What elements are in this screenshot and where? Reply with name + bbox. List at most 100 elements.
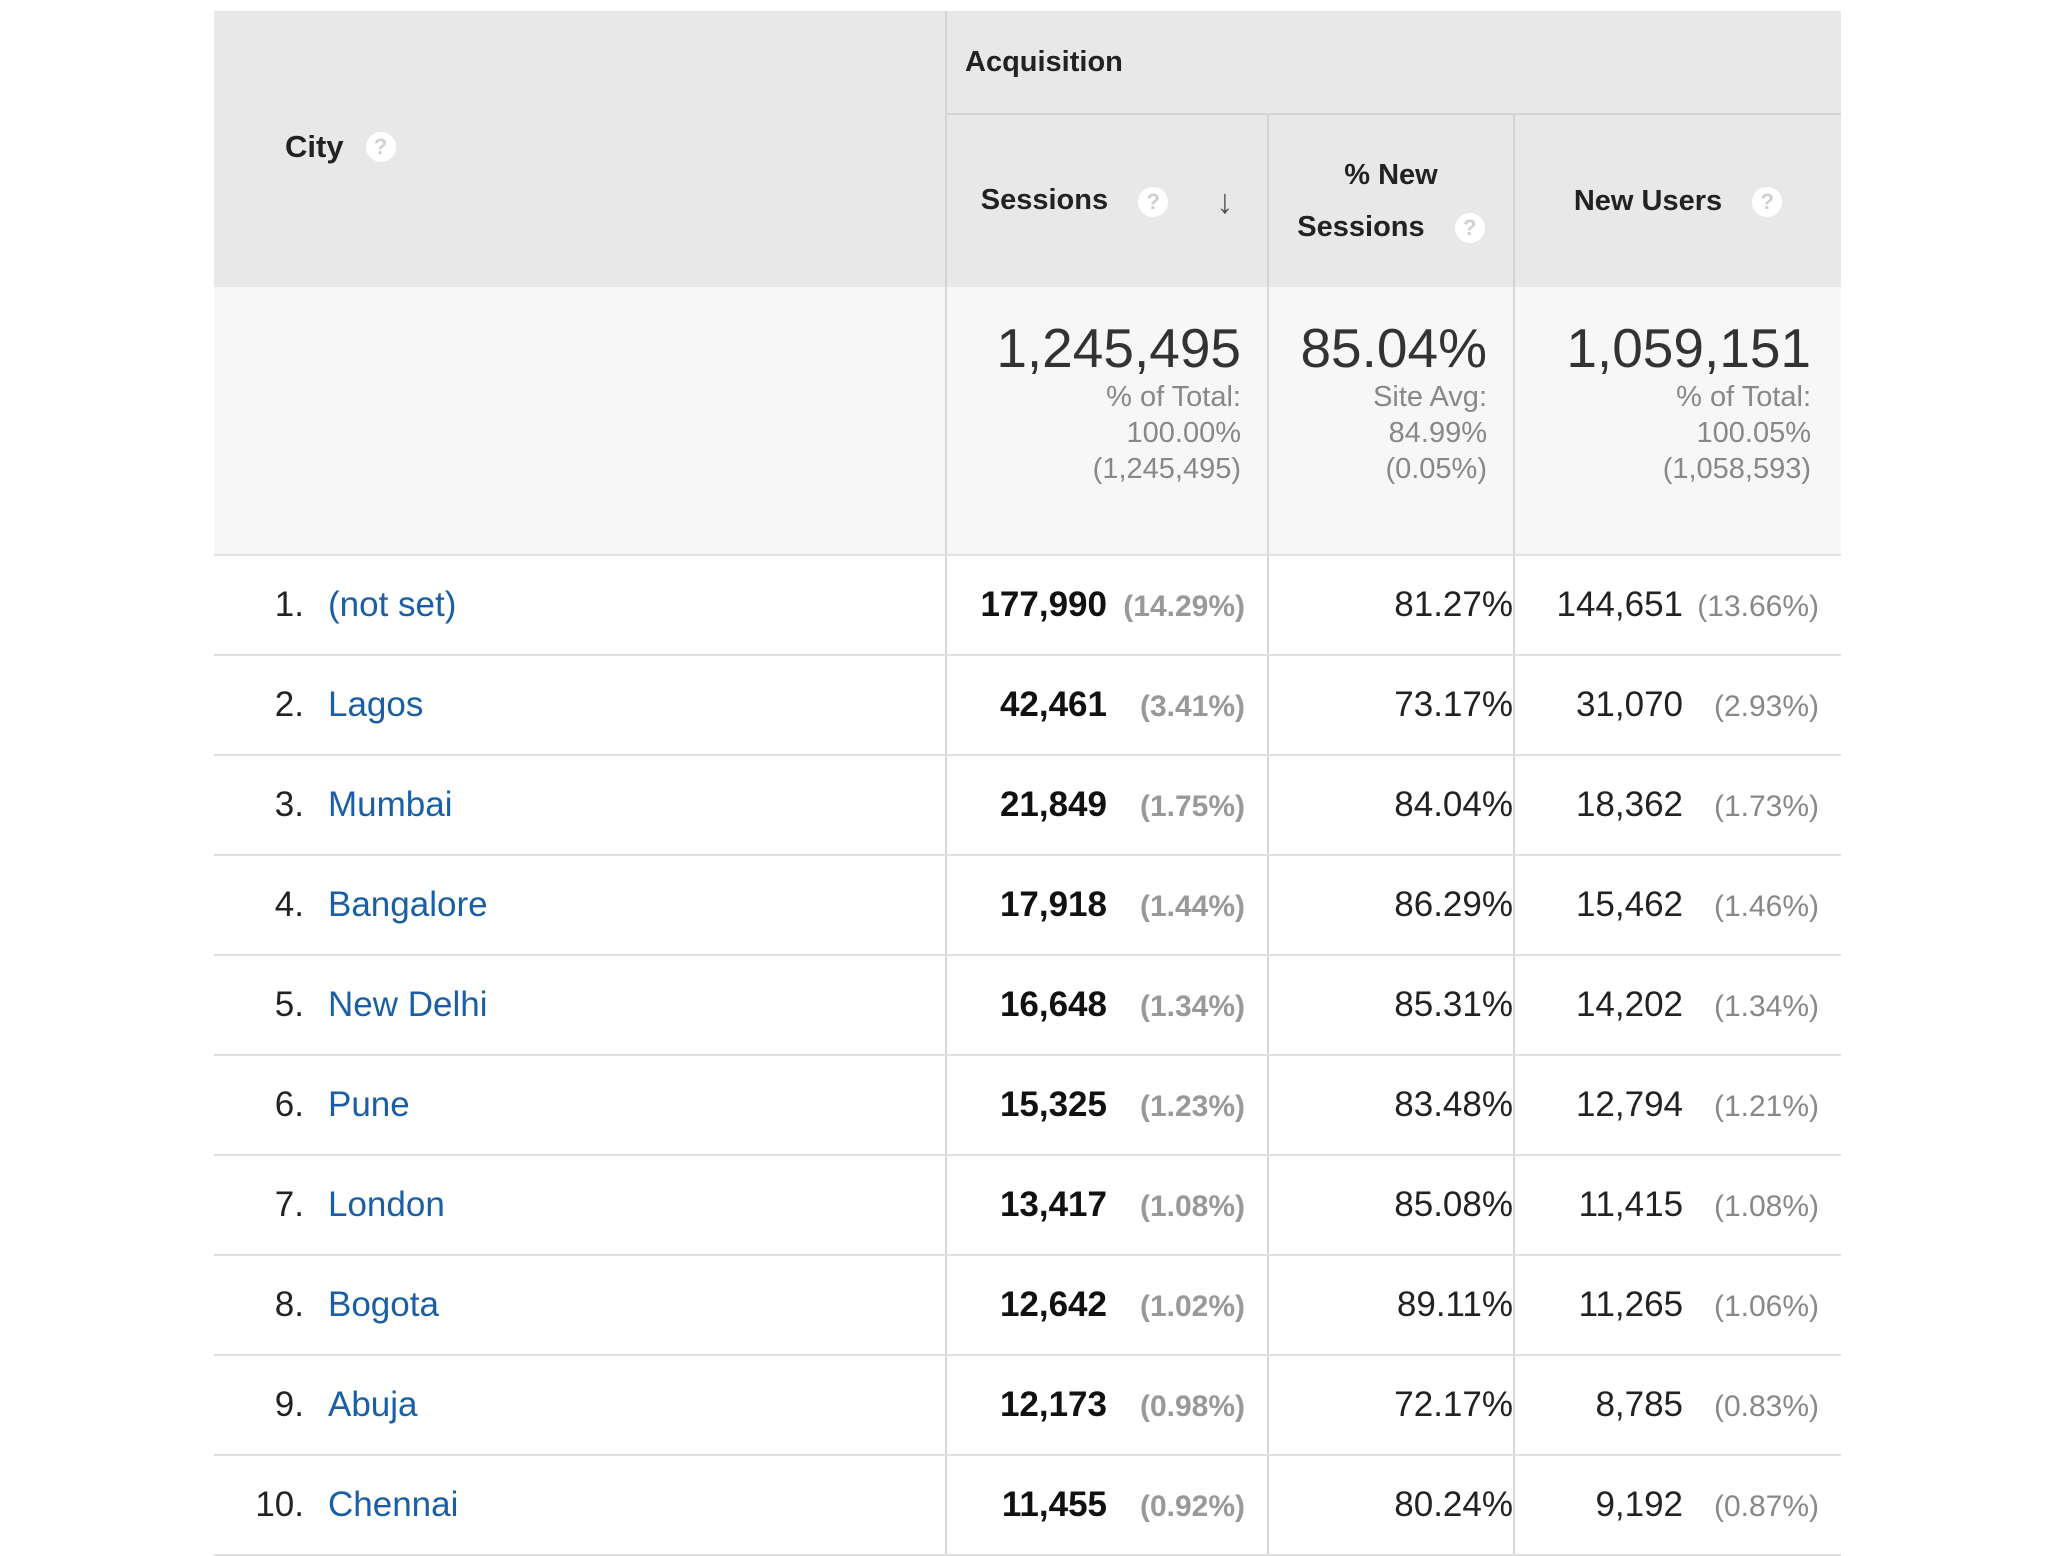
sessions-cell: 12,173 (0.98%)	[946, 1355, 1269, 1456]
new-sessions-value: 86.29%	[1394, 885, 1513, 924]
new-users-percent: (0.87%)	[1713, 1490, 1820, 1523]
city-link[interactable]: New Delhi	[328, 985, 488, 1024]
city-link[interactable]: Bangalore	[328, 885, 488, 924]
new-users-percent: (1.06%)	[1713, 1290, 1820, 1323]
help-icon[interactable]: ?	[1138, 186, 1169, 217]
totals-new-sessions-line1: Site Avg:	[1373, 381, 1487, 413]
new-users-column-header[interactable]: New Users ?	[1514, 114, 1842, 287]
sessions-value: 177,990	[980, 585, 1107, 624]
city-link[interactable]: Bogota	[328, 1285, 439, 1324]
help-icon[interactable]: ?	[1752, 187, 1783, 218]
new-users-header-label: New Users	[1573, 185, 1723, 217]
sessions-cell: 17,918 (1.44%)	[946, 855, 1269, 956]
city-cell: 2. Lagos	[214, 655, 947, 756]
city-column-header[interactable]: City ?	[214, 11, 947, 287]
new-users-cell: 14,202 (1.34%)	[1514, 955, 1842, 1056]
new-sessions-cell: 86.29%	[1268, 855, 1515, 956]
sessions-percent: (1.23%)	[1139, 1090, 1245, 1123]
new-users-value: 8,785	[1595, 1385, 1684, 1424]
sessions-value: 42,461	[999, 685, 1107, 724]
sessions-value: 16,648	[999, 985, 1107, 1024]
new-sessions-value: 83.48%	[1394, 1085, 1513, 1124]
new-sessions-value: 73.17%	[1394, 685, 1513, 724]
sort-descending-icon[interactable]: ↓	[1216, 182, 1234, 221]
totals-new-sessions-line2: 84.99%	[1388, 417, 1487, 449]
sessions-percent: (1.75%)	[1139, 790, 1245, 823]
new-sessions-value: 85.31%	[1394, 985, 1513, 1024]
city-link[interactable]: (not set)	[328, 585, 457, 624]
sessions-cell: 15,325 (1.23%)	[946, 1055, 1269, 1156]
sessions-percent: (1.02%)	[1139, 1290, 1245, 1323]
city-cell: 5. New Delhi	[214, 955, 947, 1056]
totals-sessions-line1: % of Total:	[1106, 381, 1241, 413]
new-sessions-value: 89.11%	[1396, 1285, 1513, 1324]
new-sessions-value: 81.27%	[1394, 585, 1513, 624]
sessions-value: 13,417	[999, 1185, 1107, 1224]
totals-new-users-line3: (1,058,593)	[1662, 453, 1812, 485]
new-sessions-cell: 89.11%	[1268, 1255, 1515, 1356]
sessions-percent: (1.08%)	[1139, 1190, 1245, 1223]
sessions-percent: (1.34%)	[1139, 990, 1245, 1023]
row-index: 2.	[274, 685, 304, 724]
sessions-percent: (0.98%)	[1139, 1390, 1245, 1423]
new-sessions-value: 84.04%	[1394, 785, 1513, 824]
new-users-percent: (2.93%)	[1713, 690, 1820, 723]
new-users-cell: 11,415 (1.08%)	[1514, 1155, 1842, 1256]
city-cell: 3. Mumbai	[214, 755, 947, 856]
acquisition-group-header: Acquisition	[946, 11, 1842, 115]
new-sessions-cell: 80.24%	[1268, 1455, 1515, 1556]
city-link[interactable]: Lagos	[328, 685, 424, 724]
new-users-value: 144,651	[1556, 585, 1684, 624]
sessions-cell: 12,642 (1.02%)	[946, 1255, 1269, 1356]
table-row: 10. Chennai 11,455 (0.92%) 80.24% 9,192 (0.…	[214, 1455, 1842, 1556]
new-users-percent: (1.46%)	[1713, 890, 1820, 923]
new-users-cell: 18,362 (1.73%)	[1514, 755, 1842, 856]
sessions-cell: 42,461 (3.41%)	[946, 655, 1269, 756]
city-report-table: City ? Acquisition Sessions ? ↓ % New Se…	[214, 11, 1842, 1556]
new-users-value: 15,462	[1575, 885, 1684, 924]
new-sessions-column-header[interactable]: % New Sessions ?	[1268, 114, 1515, 287]
row-index: 6.	[274, 1085, 304, 1124]
new-users-value: 14,202	[1575, 985, 1684, 1024]
new-sessions-cell: 85.08%	[1268, 1155, 1515, 1256]
row-index: 4.	[274, 885, 304, 924]
help-icon[interactable]: ?	[365, 132, 396, 162]
sessions-column-header[interactable]: Sessions ? ↓	[946, 114, 1269, 287]
new-users-value: 31,070	[1575, 685, 1684, 724]
new-users-cell: 144,651 (13.66%)	[1514, 555, 1842, 656]
city-cell: 8. Bogota	[214, 1255, 947, 1356]
city-cell: 6. Pune	[214, 1055, 947, 1156]
city-cell: 4. Bangalore	[214, 855, 947, 956]
new-users-percent: (1.21%)	[1713, 1090, 1820, 1123]
sessions-percent: (14.29%)	[1123, 590, 1245, 623]
new-sessions-cell: 73.17%	[1268, 655, 1515, 756]
city-link[interactable]: Chennai	[328, 1485, 459, 1524]
city-link[interactable]: London	[328, 1185, 445, 1224]
row-index: 5.	[274, 985, 304, 1024]
new-users-value: 11,415	[1578, 1185, 1684, 1224]
row-index: 8.	[274, 1285, 304, 1324]
city-header-label: City	[285, 129, 344, 164]
totals-new-sessions-line3: (0.05%)	[1385, 453, 1487, 485]
city-link[interactable]: Pune	[328, 1085, 410, 1124]
sessions-percent: (3.41%)	[1139, 690, 1245, 723]
sessions-value: 12,173	[999, 1385, 1107, 1424]
new-sessions-cell: 83.48%	[1268, 1055, 1515, 1156]
help-icon[interactable]: ?	[1454, 213, 1485, 244]
new-users-cell: 11,265 (1.06%)	[1514, 1255, 1842, 1356]
new-users-percent: (1.34%)	[1713, 990, 1820, 1023]
city-link[interactable]: Abuja	[328, 1385, 418, 1424]
sessions-cell: 13,417 (1.08%)	[946, 1155, 1269, 1256]
row-index: 3.	[274, 785, 304, 824]
new-sessions-value: 72.17%	[1394, 1385, 1513, 1424]
sessions-value: 15,325	[999, 1085, 1107, 1124]
table-row: 8. Bogota 12,642 (1.02%) 89.11% 11,265 (1.0…	[214, 1255, 1842, 1356]
totals-new-sessions-value: 85.04%	[1300, 317, 1487, 379]
row-index: 7.	[274, 1185, 304, 1224]
sessions-header-label: Sessions	[980, 184, 1109, 217]
sessions-cell: 11,455 (0.92%)	[946, 1455, 1269, 1556]
row-index: 9.	[274, 1385, 304, 1424]
city-cell: 9. Abuja	[214, 1355, 947, 1456]
city-link[interactable]: Mumbai	[328, 785, 453, 824]
new-users-percent: (0.83%)	[1713, 1390, 1820, 1423]
